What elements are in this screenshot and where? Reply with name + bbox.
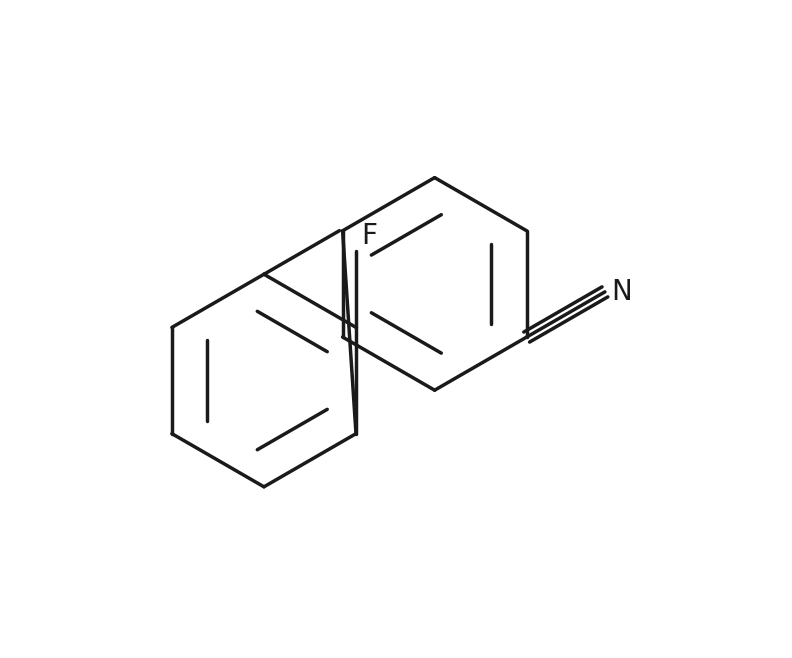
Text: N: N bbox=[611, 278, 632, 306]
Text: F: F bbox=[361, 222, 377, 249]
